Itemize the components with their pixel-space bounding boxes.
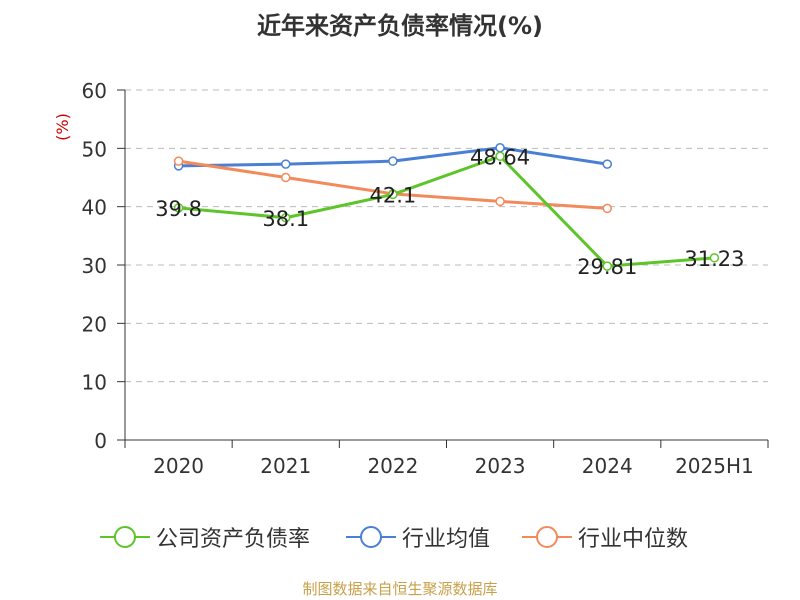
data-point bbox=[173, 203, 184, 213]
grid-lines bbox=[125, 89, 768, 383]
y-axis-label: (%) bbox=[53, 113, 72, 141]
chart-title: 近年来资产负债率情况(%) bbox=[257, 12, 543, 40]
data-point bbox=[281, 159, 291, 169]
y-tick-label: 20 bbox=[82, 312, 107, 336]
series-lines bbox=[173, 143, 720, 271]
data-point bbox=[602, 261, 612, 271]
series-1 bbox=[173, 143, 612, 171]
data-label: 38.1 bbox=[262, 207, 309, 231]
data-label: 29.81 bbox=[577, 255, 637, 279]
data-point bbox=[281, 172, 291, 183]
y-tick-label: 0 bbox=[94, 429, 107, 453]
data-label: 31.23 bbox=[684, 247, 744, 271]
legend-company-marker bbox=[100, 526, 150, 548]
axes: 0 10 20 30 40 50 60 2020 2021 2022 2023 2024 2025H1 bbox=[82, 79, 769, 478]
y-tick-label: 30 bbox=[82, 254, 107, 278]
data-point bbox=[173, 156, 184, 166]
legend-industry-median[interactable]: 行业中位数 bbox=[522, 522, 688, 552]
legend-industry-avg[interactable]: 行业均值 bbox=[346, 522, 490, 552]
data-point bbox=[709, 253, 720, 263]
data-point bbox=[388, 156, 398, 166]
x-tick-label: 2023 bbox=[475, 454, 526, 478]
y-tick-label: 40 bbox=[82, 196, 107, 220]
x-tick-label: 2022 bbox=[367, 454, 418, 478]
data-label: 39.8 bbox=[155, 197, 202, 221]
data-point bbox=[388, 189, 398, 200]
data-label: 48.64 bbox=[470, 145, 530, 169]
y-tick-label: 60 bbox=[82, 79, 107, 103]
series-line bbox=[178, 154, 715, 268]
series-0 bbox=[173, 151, 720, 271]
data-label: 42.1 bbox=[370, 183, 417, 207]
y-tick-label: 50 bbox=[82, 137, 107, 161]
data-point bbox=[602, 203, 612, 214]
x-tick-label: 2025H1 bbox=[675, 454, 754, 478]
legend-industry-avg-label: 行业均值 bbox=[402, 527, 491, 552]
legend-industry-median-label: 行业中位数 bbox=[578, 527, 689, 552]
data-point bbox=[495, 151, 505, 162]
legend-industry-avg-marker bbox=[346, 526, 396, 548]
data-labels: 39.8 38.1 42.1 48.64 29.81 31.23 bbox=[155, 145, 744, 279]
data-point bbox=[495, 196, 505, 207]
data-point bbox=[281, 213, 291, 223]
legend-industry-median-marker bbox=[522, 526, 572, 548]
x-tick-label: 2020 bbox=[153, 454, 204, 478]
x-tick-label: 2021 bbox=[260, 454, 311, 478]
legend-company[interactable]: 公司资产负债率 bbox=[100, 522, 310, 552]
data-point bbox=[602, 159, 612, 169]
data-source-note: 制图数据来自恒生聚源数据库 bbox=[302, 580, 498, 598]
x-tick-label: 2024 bbox=[582, 454, 633, 478]
legend-company-label: 公司资产负债率 bbox=[156, 527, 311, 552]
y-tick-label: 10 bbox=[82, 371, 107, 395]
